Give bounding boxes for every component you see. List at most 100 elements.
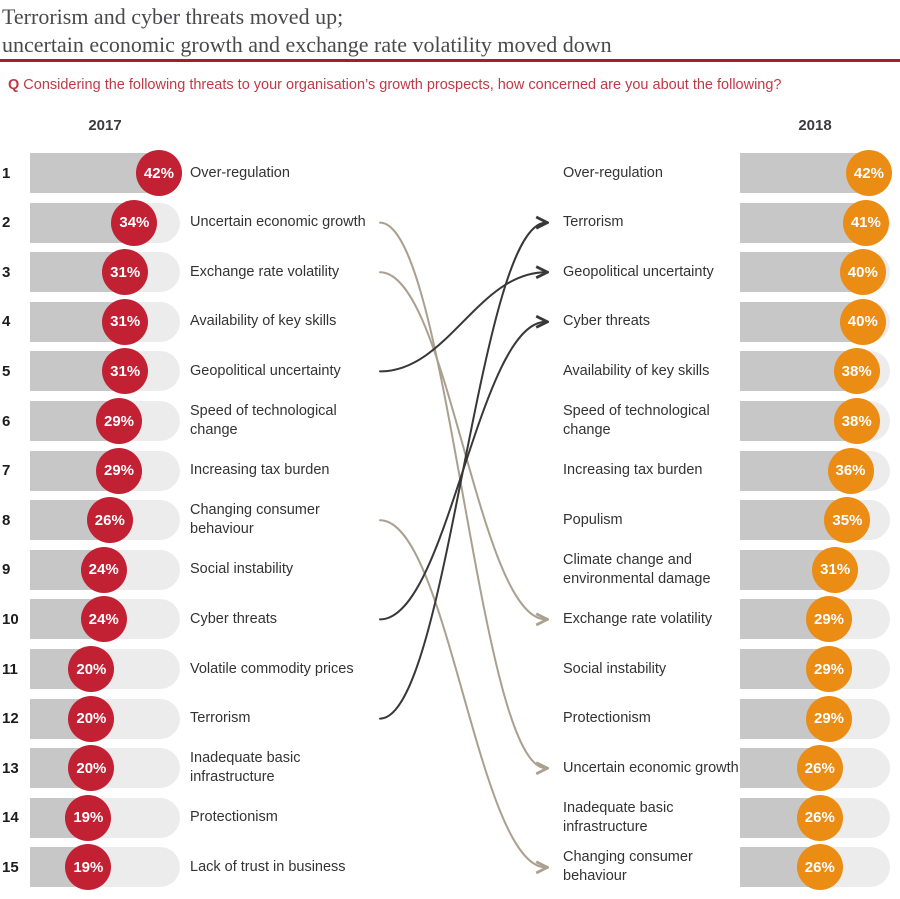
column-header-2018: 2018	[798, 117, 832, 134]
threat-label-2017: Cyber threats	[190, 610, 278, 627]
threat-label-2017: Social instability	[190, 561, 294, 578]
threat-row-2018-social-instability: Social instability 29%	[0, 646, 900, 692]
value-badge-2017: 31%	[102, 348, 149, 395]
value-badge-2017: 31%	[102, 298, 149, 345]
rank-label: 10	[2, 610, 19, 628]
chart-title: Terrorism and cyber threats moved up; un…	[2, 3, 612, 59]
rank-label: 1	[2, 164, 11, 182]
value-badge-2017: 24%	[80, 546, 127, 593]
threat-label-2018: Climate change and environmental damage	[563, 551, 711, 587]
value-badge-2017: 19%	[65, 794, 112, 841]
threat-label-2017: Exchange rate volatility	[190, 263, 340, 280]
value-badge-2017: 29%	[96, 447, 143, 494]
value-badge-2018: 35%	[824, 497, 871, 544]
rank-label: 11	[2, 660, 18, 678]
threat-row-2017-exchange-rate-volatility: 3 31% Exchange rate volatility	[0, 249, 900, 296]
rank-label: 2	[2, 214, 11, 232]
threat-row-2018-protectionism: Protectionism 29%	[0, 695, 900, 742]
rank-label: 3	[2, 263, 11, 281]
threat-label-2017: Volatile commodity prices	[190, 660, 354, 677]
threat-row-2017-changing-consumer-behaviour: 8 26% Changing consumer behaviour	[0, 497, 900, 544]
threat-label-2017: Changing consumer behaviour	[190, 502, 320, 538]
question-q-label: Q	[8, 77, 20, 93]
threat-row-2017-social-instability: 9 24% Social instability	[0, 546, 900, 593]
threat-label-2017: Lack of trust in business	[190, 858, 346, 875]
value-badge-2017: 34%	[111, 199, 158, 246]
threat-label-2018: Terrorism	[563, 214, 624, 231]
threat-label-2018: Availability of key skills	[563, 362, 710, 379]
rank-label: 8	[2, 511, 11, 529]
threat-row-2017-geopolitical-uncertainty: 5 31% Geopolitical uncertainty	[0, 348, 900, 395]
threat-row-2017-protectionism: 14 19% Protectionism	[0, 794, 900, 841]
value-badge-2017: 24%	[80, 596, 127, 643]
value-badge-2018: 36%	[827, 447, 874, 494]
threat-row-2018-cyber-threats: Cyber threats 40%	[0, 298, 900, 345]
threat-label-2017: Increasing tax burden	[190, 462, 330, 479]
rank-label: 4	[2, 313, 11, 331]
value-badge-2018: 40%	[839, 298, 886, 345]
threat-label-2018: Populism	[563, 511, 623, 528]
value-badge-2018: 26%	[796, 794, 843, 841]
rank-label: 7	[2, 462, 11, 480]
value-badge-2017: 20%	[68, 646, 115, 692]
threat-label-2017: Protectionism	[190, 809, 278, 826]
threat-row-2018-increasing-tax-burden: Increasing tax burden 36%	[0, 447, 900, 494]
threat-label-2018: Increasing tax burden	[563, 462, 703, 479]
value-badge-2018: 42%	[845, 150, 892, 196]
threat-label-2017: Over-regulation	[190, 164, 290, 181]
threat-row-2018-terrorism: Terrorism 41%	[0, 199, 900, 246]
threat-label-2018: Uncertain economic growth	[563, 759, 739, 776]
value-badge-2017: 31%	[102, 249, 149, 296]
threat-row-2017-cyber-threats: 10 24% Cyber threats	[0, 596, 900, 643]
value-badge-2018: 29%	[806, 596, 853, 643]
threat-row-2017-volatile-commodity-prices: 11 20% Volatile commodity prices	[0, 646, 900, 692]
column-header-2017: 2017	[88, 117, 122, 134]
threat-label-2017: Speed of technological change	[190, 403, 337, 438]
threat-row-2017-availability-of-key-skills: 4 31% Availability of key skills	[0, 298, 900, 345]
threat-row-2018-availability-of-key-skills: Availability of key skills 38%	[0, 348, 900, 395]
title-divider-rule	[0, 59, 900, 62]
threat-row-2017-lack-of-trust-in-business: 15 19% Lack of trust in business	[0, 844, 900, 891]
value-badge-2018: 41%	[842, 199, 889, 246]
threat-label-2018: Inadequate basic infrastructure	[563, 799, 674, 835]
value-badge-2018: 26%	[796, 844, 843, 891]
threat-row-2018-changing-consumer-behaviour: Changing consumer behaviour 26%	[0, 844, 900, 891]
rank-label: 14	[2, 809, 19, 827]
value-badge-2018: 31%	[812, 546, 859, 593]
threat-label-2017: Uncertain economic growth	[190, 214, 366, 231]
rank-label: 9	[2, 561, 11, 579]
rank-label: 12	[2, 710, 19, 728]
threat-row-2018-geopolitical-uncertainty: Geopolitical uncertainty 40%	[0, 249, 900, 296]
value-badge-2017: 42%	[135, 150, 182, 196]
chart-title-line2: uncertain economic growth and exchange r…	[2, 32, 612, 57]
value-badge-2017: 20%	[68, 745, 115, 792]
value-badge-2018: 38%	[833, 398, 880, 444]
rank-label: 15	[2, 858, 19, 876]
threat-label-2017: Availability of key skills	[190, 313, 337, 330]
survey-question: Q Considering the following threats to yo…	[8, 76, 782, 94]
threat-label-2018: Protectionism	[563, 710, 651, 727]
threat-row-2018-populism: Populism 35%	[0, 497, 900, 544]
rank-label: 13	[2, 759, 19, 777]
question-text: Considering the following threats to you…	[23, 77, 782, 93]
rank-label: 5	[2, 362, 11, 380]
threat-row-2018-exchange-rate-volatility: Exchange rate volatility 29%	[0, 596, 900, 643]
value-badge-2018: 29%	[806, 695, 853, 742]
threat-label-2018: Cyber threats	[563, 313, 651, 330]
threat-label-2017: Geopolitical uncertainty	[190, 362, 341, 379]
threat-label-2018: Geopolitical uncertainty	[563, 263, 714, 280]
rank-label: 6	[2, 412, 11, 430]
chart-title-line1: Terrorism and cyber threats moved up;	[2, 4, 344, 29]
value-badge-2018: 26%	[796, 745, 843, 792]
threat-row-2017-increasing-tax-burden: 7 29% Increasing tax burden	[0, 447, 900, 494]
threat-row-2018-uncertain-economic-growth: Uncertain economic growth 26%	[0, 745, 900, 792]
value-badge-2017: 19%	[65, 844, 112, 891]
threat-row-2018-inadequate-basic-infrastructure: Inadequate basic infrastructure 26%	[0, 794, 900, 841]
threat-label-2018: Over-regulation	[563, 164, 663, 181]
value-badge-2017: 29%	[96, 398, 143, 444]
threat-label-2018: Speed of technological change	[563, 403, 710, 438]
threat-row-2018-climate-change-and-environmental-damage: Climate change and environmental damage 3…	[0, 546, 900, 593]
threat-label-2018: Social instability	[563, 660, 667, 677]
value-badge-2018: 29%	[806, 646, 853, 692]
